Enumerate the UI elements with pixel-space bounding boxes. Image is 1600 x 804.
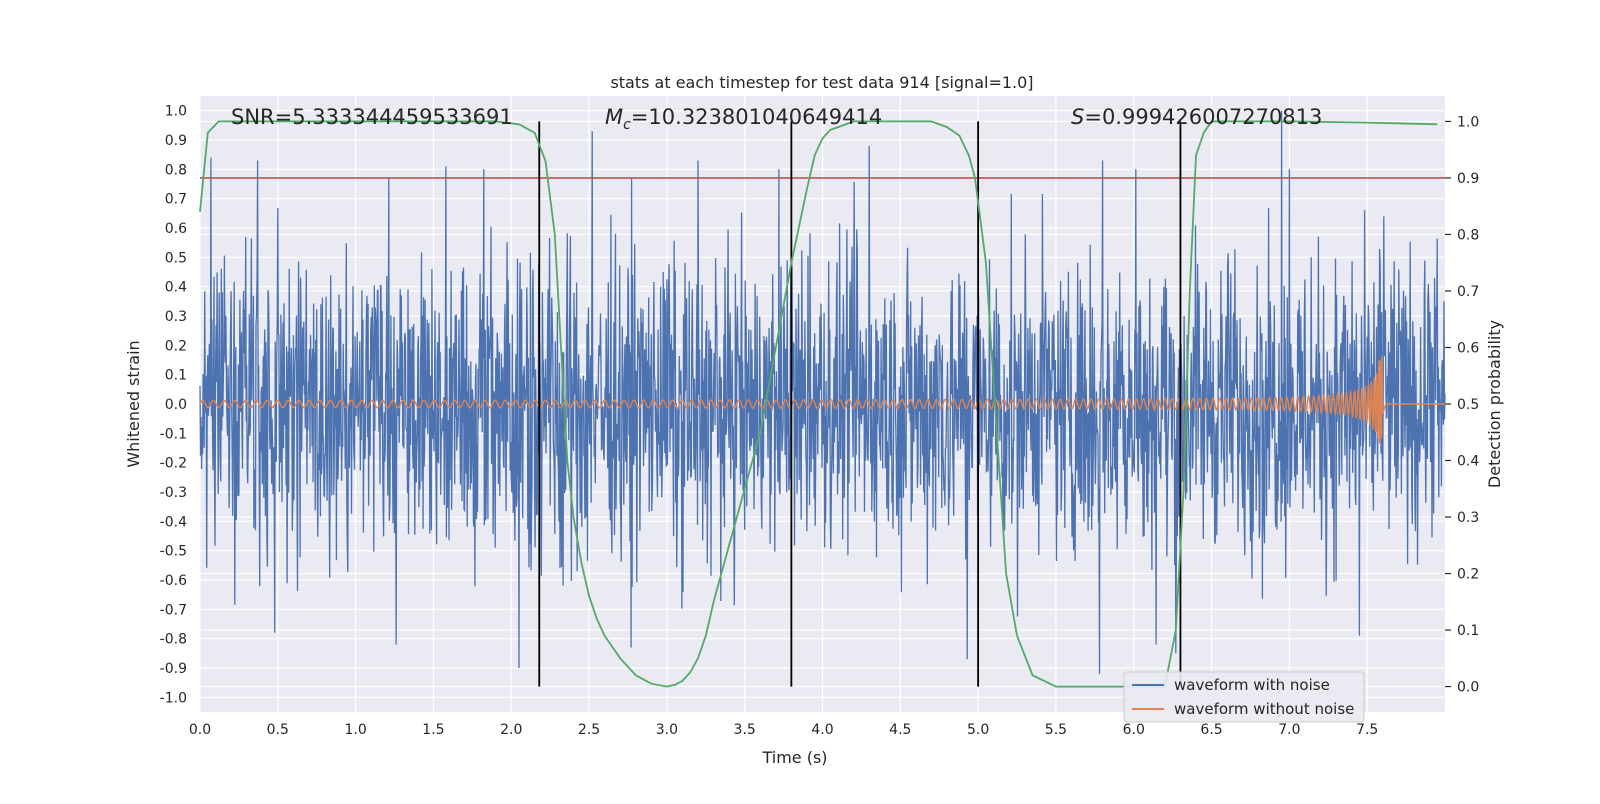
x-tick-label: 4.0 bbox=[811, 722, 833, 738]
y2-tick-label: 0.9 bbox=[1457, 171, 1479, 187]
y-tick-label: 0.9 bbox=[165, 133, 187, 149]
y2-axis-label: Detection probability bbox=[1485, 320, 1504, 488]
y2-tick-label: 0.7 bbox=[1457, 284, 1479, 300]
y-tick-label: 0.8 bbox=[165, 162, 187, 178]
y2-tick-label: 0.2 bbox=[1457, 567, 1479, 583]
y2-tick-label: 0.8 bbox=[1457, 227, 1479, 243]
x-tick-label: 0.5 bbox=[267, 722, 289, 738]
y-axis-label: Whitened strain bbox=[124, 340, 143, 467]
y2-tick-label: 0.5 bbox=[1457, 397, 1479, 413]
noise-series-layer bbox=[199, 110, 1446, 674]
x-tick-label: 3.0 bbox=[656, 722, 678, 738]
y-tick-label: -0.2 bbox=[160, 456, 187, 472]
x-tick-label: 2.5 bbox=[578, 722, 600, 738]
y-tick-label: 0.0 bbox=[165, 397, 187, 413]
y-tick-label: 0.7 bbox=[165, 192, 187, 208]
legend-label-clean: waveform without noise bbox=[1174, 700, 1354, 718]
y-tick-label: -1.0 bbox=[160, 690, 187, 706]
tick-labels: 0.0 0.5 1.0 1.5 2.0 2.5 3.0 3.5 4.0 4.5 5.0 5.5 6.0 6… bbox=[160, 104, 1480, 738]
chart-title: stats at each timestep for test data 914… bbox=[610, 73, 1033, 92]
x-tick-label: 0.0 bbox=[189, 722, 211, 738]
s-annotation: S=0.999426007270813 bbox=[1071, 105, 1322, 129]
chirp-mass-subscript: c bbox=[623, 117, 631, 133]
y-tick-label: -0.9 bbox=[160, 661, 187, 677]
y-tick-label: 0.4 bbox=[165, 280, 187, 296]
x-tick-label: 2.0 bbox=[500, 722, 522, 738]
chirp-mass-value: =10.323801040649414 bbox=[631, 105, 882, 129]
x-tick-label: 4.5 bbox=[889, 722, 911, 738]
noise-waveform-line bbox=[199, 110, 1446, 674]
y2-tick-label: 0.3 bbox=[1457, 510, 1479, 526]
y-tick-label: -0.1 bbox=[160, 426, 187, 442]
y-tick-label: 0.5 bbox=[165, 250, 187, 266]
y-tick-label: 0.1 bbox=[165, 368, 187, 384]
y-tick-label: -0.6 bbox=[160, 573, 187, 589]
legend-label-noise: waveform with noise bbox=[1174, 676, 1330, 694]
y2-tick-label: 0.4 bbox=[1457, 454, 1479, 470]
y-tick-label: 0.3 bbox=[165, 309, 187, 325]
snr-annotation: SNR=5.333344459533691 bbox=[231, 105, 513, 129]
s-value: =0.999426007270813 bbox=[1084, 105, 1322, 129]
x-tick-label: 1.5 bbox=[422, 722, 444, 738]
y-tick-label: -0.8 bbox=[160, 632, 187, 648]
chirp-mass-symbol: M bbox=[605, 105, 623, 129]
x-tick-label: 7.0 bbox=[1278, 722, 1300, 738]
x-axis-label: Time (s) bbox=[761, 748, 827, 767]
legend-box bbox=[1123, 671, 1365, 723]
x-tick-label: 6.5 bbox=[1200, 722, 1222, 738]
x-tick-label: 5.5 bbox=[1045, 722, 1067, 738]
y2-tick-label: 1.0 bbox=[1457, 114, 1479, 130]
y-tick-label: 0.6 bbox=[165, 221, 187, 237]
y2-tick-label: 0.0 bbox=[1457, 680, 1479, 696]
s-symbol: S bbox=[1071, 105, 1084, 129]
y-tick-label: 0.2 bbox=[165, 338, 187, 354]
y2-tick-label: 0.6 bbox=[1457, 340, 1479, 356]
y2-tick-label: 0.1 bbox=[1457, 623, 1479, 639]
y-tick-label: -0.5 bbox=[160, 544, 187, 560]
legend: waveform with noise waveform without noi… bbox=[1123, 671, 1365, 723]
x-tick-label: 7.5 bbox=[1356, 722, 1378, 738]
x-tick-label: 3.5 bbox=[734, 722, 756, 738]
x-tick-label: 5.0 bbox=[967, 722, 989, 738]
x-tick-label: 1.0 bbox=[344, 722, 366, 738]
x-tick-label: 6.0 bbox=[1123, 722, 1145, 738]
y-tick-label: -0.4 bbox=[160, 514, 187, 530]
vertical-markers bbox=[538, 121, 1182, 687]
y-tick-label: -0.3 bbox=[160, 485, 187, 501]
y-tick-label: 1.0 bbox=[165, 104, 187, 120]
y-tick-label: -0.7 bbox=[160, 602, 187, 618]
chirp-mass-annotation: Mc=10.323801040649414 bbox=[605, 105, 882, 133]
